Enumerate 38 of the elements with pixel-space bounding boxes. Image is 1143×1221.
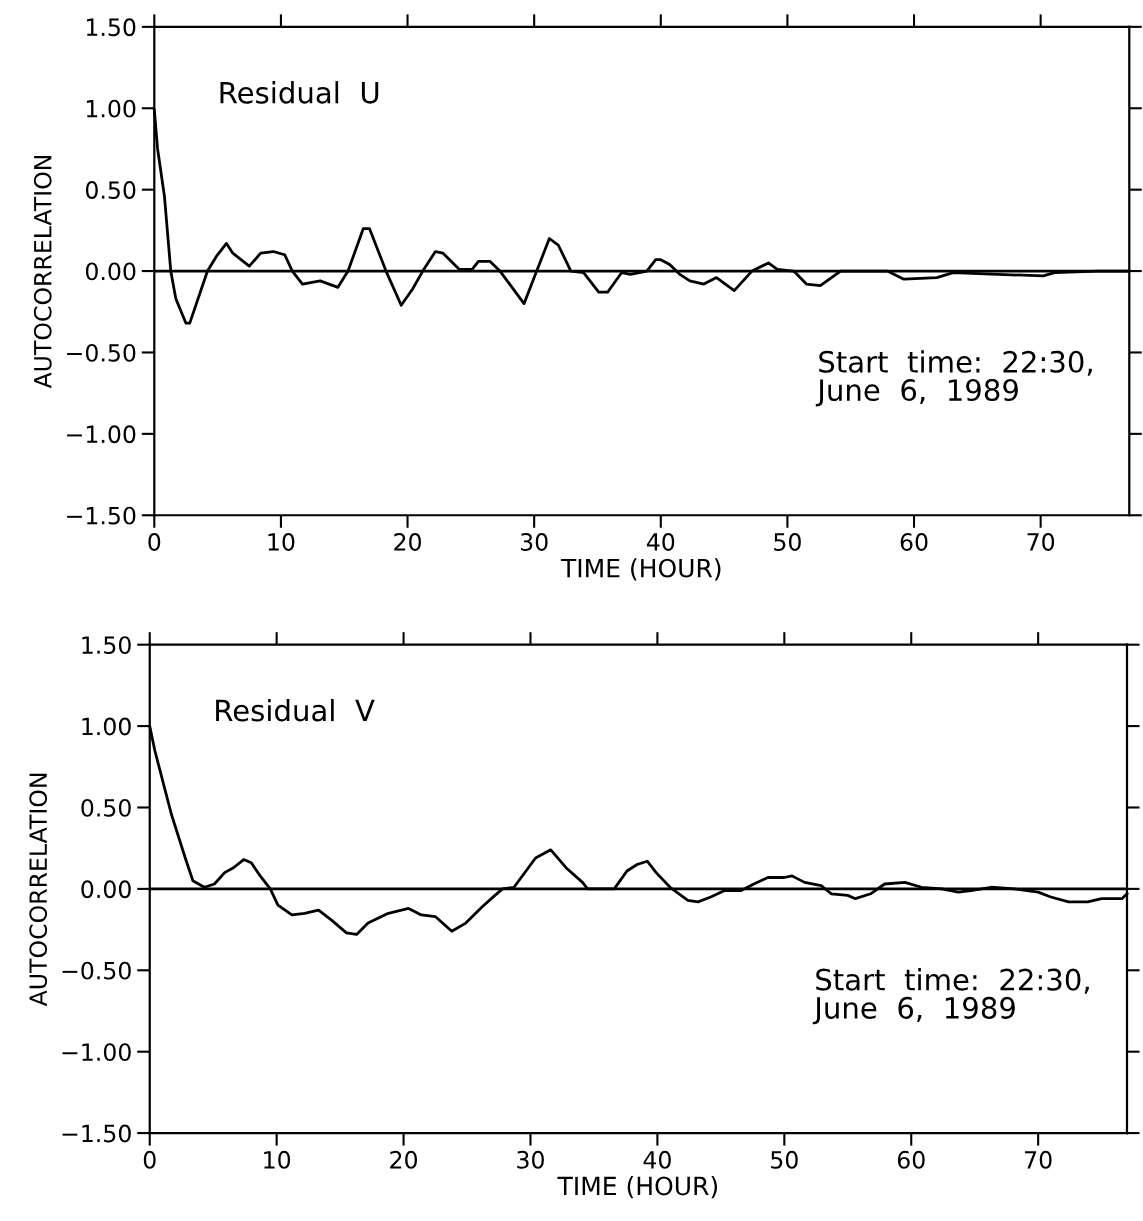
y-tick-label: 0.50 [81,798,131,817]
y-tick-label: −1.00 [67,425,136,444]
y-tick-label: 1.00 [82,717,131,736]
y-tick-label: 0.50 [85,181,136,199]
x-tick-label: 70 [1027,533,1055,551]
y-tick-label: −1.50 [67,506,136,525]
annotation: Residual U [220,81,379,104]
annotation: Residual V [216,698,375,722]
y-axis-title: AUTOCORRELATION [29,773,48,1007]
x-tick-label: 50 [771,1150,798,1169]
y-tick-label: 1.00 [86,99,136,118]
y-tick-label: −0.50 [67,343,136,362]
annotation: Start time: 22:30, June 6, 1989 [815,350,1092,407]
x-tick-label: 10 [268,533,295,551]
y-tick-label: 0.00 [81,880,131,899]
annotation: Start time: 22:30, June 6, 1989 [812,968,1089,1025]
x-tick-label: 70 [1025,1150,1052,1169]
x-tick-label: 10 [264,1150,291,1169]
x-tick-label: 30 [517,1150,544,1169]
x-tick-label: 20 [394,533,421,551]
y-tick-label: 0.00 [85,262,136,281]
x-tick-label: 30 [520,533,548,551]
y-tick-label: −0.50 [62,961,131,980]
x-axis-title: TIME (HOUR) [560,558,721,581]
y-axis-title: AUTOCORRELATION [33,155,52,389]
y-tick-label: 1.50 [82,636,131,654]
x-tick-label: 40 [646,533,675,551]
x-tick-label: 40 [643,1150,671,1169]
x-tick-label: 0 [148,533,161,551]
x-axis-title: TIME (HOUR) [557,1176,718,1199]
x-tick-label: 60 [897,1150,925,1169]
y-tick-label: 1.50 [86,18,136,37]
x-tick-label: 0 [143,1150,156,1169]
x-tick-label: 20 [390,1150,418,1169]
y-tick-label: −1.50 [62,1124,131,1143]
x-tick-label: 60 [900,533,928,551]
y-tick-label: −1.00 [62,1043,131,1061]
x-tick-label: 50 [774,533,801,551]
